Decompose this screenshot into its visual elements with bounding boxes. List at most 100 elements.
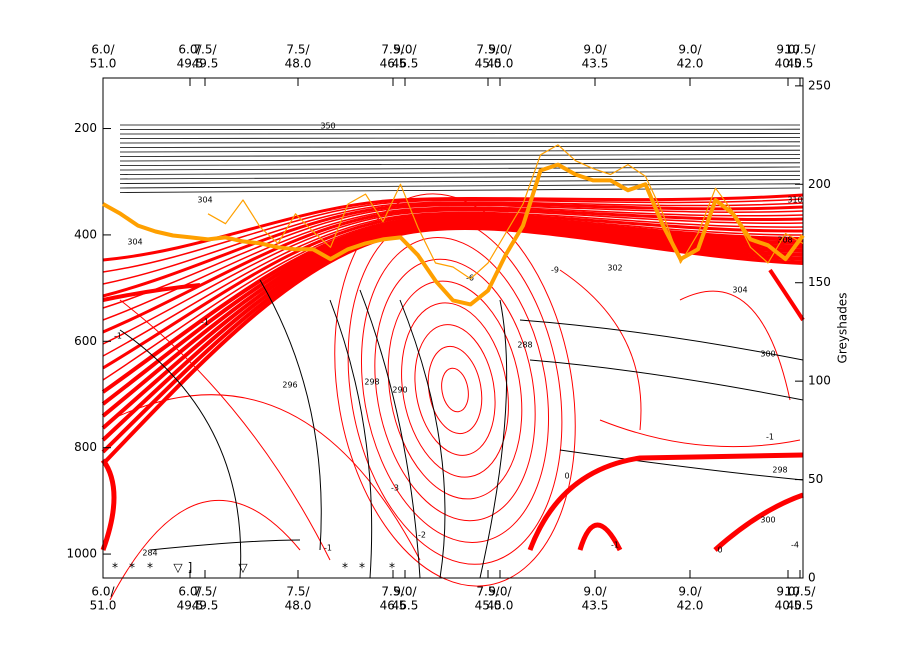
x-tick-label: 40.5 [787, 599, 814, 613]
contour-label: 298 [772, 466, 787, 475]
contour-line [109, 500, 301, 601]
contour-line [102, 209, 804, 345]
contour-line [109, 394, 421, 561]
contour-line [768, 268, 805, 322]
x-tick-label: 9.0/ [583, 585, 607, 599]
contour-line [599, 419, 801, 448]
contour-label: -9 [551, 266, 559, 275]
contour-line [441, 367, 469, 413]
x-tick-label: 45.0 [487, 57, 514, 71]
weather-symbol: ] [188, 561, 193, 575]
contour-line [713, 492, 804, 552]
contour-line [119, 162, 801, 166]
x-tick-label: 7.5/ [286, 585, 310, 599]
contour-label: -1 [766, 433, 774, 442]
x-tick-label: 42.0 [677, 599, 704, 613]
contour-line [360, 237, 550, 543]
x-tick-label: 49.5 [177, 599, 204, 613]
contour-line [519, 319, 804, 361]
contour-line [102, 202, 804, 298]
y-tick-label: 800 [74, 440, 97, 454]
x-tick-label: 9.0/ [678, 43, 702, 57]
contour-line [347, 215, 563, 565]
contour-line [119, 329, 242, 579]
contour-line [119, 187, 801, 193]
contour-label: 290 [392, 386, 407, 395]
weather-symbol: ▽ [173, 561, 183, 575]
x-tick-label: 40.5 [787, 57, 814, 71]
weather-symbol: * [389, 561, 395, 575]
contour-line [101, 222, 804, 442]
x-tick-label: 42.0 [677, 57, 704, 71]
contour-line [577, 522, 623, 552]
x-tick-label: 7.5/ [193, 43, 217, 57]
weather-symbol: * [147, 561, 153, 575]
x-tick-label: 9.0/ [393, 43, 417, 57]
x-tick-label: 7.5/ [476, 43, 500, 57]
y-tick-label: 200 [74, 121, 97, 135]
contour-label: 300 [760, 516, 775, 525]
data-line [207, 144, 804, 280]
x-tick-label: 49.5 [192, 57, 219, 71]
contour-label: 308 [777, 236, 792, 245]
contour-line [414, 324, 496, 456]
contour-line [119, 179, 801, 184]
x-tick-label: 6.0/ [91, 43, 115, 57]
contour-line [119, 154, 801, 157]
x-tick-label: 10.5/ [785, 585, 817, 599]
x-tick-label: 9.0/ [678, 585, 702, 599]
x-tick-label: 43.5 [582, 599, 609, 613]
contour-line [559, 269, 642, 431]
x-tick-label: 45.0 [487, 599, 514, 613]
contour-line [102, 206, 804, 321]
contour-line [119, 149, 801, 153]
x-tick-label: 51.0 [90, 57, 117, 71]
x-tick-label: 6.0/ [178, 585, 202, 599]
contour-label: 304 [197, 196, 212, 205]
contour-line [119, 137, 801, 139]
contour-label: -4 [791, 541, 799, 550]
x-tick-label: 7.5/ [286, 43, 310, 57]
x-tick-label: 48.0 [285, 599, 312, 613]
y2-tick-label: 150 [808, 275, 831, 289]
x-tick-label: 45.0 [475, 57, 502, 71]
contour-label: 350 [320, 122, 335, 131]
x-tick-label: 46.5 [380, 57, 407, 71]
contour-line [102, 283, 201, 302]
contour-line [527, 452, 804, 551]
contour-line [101, 225, 804, 466]
contour-line [479, 299, 508, 579]
x-tick-label: 45.0 [475, 599, 502, 613]
contour-line [119, 133, 801, 135]
contour-line [102, 201, 804, 285]
x-tick-label: 48.0 [285, 57, 312, 71]
x-tick-label: 9.0/ [776, 585, 800, 599]
y2-tick-label: 100 [808, 374, 831, 388]
x-tick-label: 10.5/ [785, 43, 817, 57]
contour-line [149, 539, 301, 551]
contour-line [399, 299, 446, 579]
contour-label: 284 [142, 549, 157, 558]
x-tick-label: 46.5 [392, 599, 419, 613]
x-tick-label: 6.0/ [91, 585, 115, 599]
y-tick-label: 400 [74, 227, 97, 241]
contour-label: -2 [418, 531, 426, 540]
plot-frame [102, 77, 804, 579]
contour-line [119, 166, 801, 171]
data-line [102, 162, 805, 307]
contour-line [529, 359, 804, 401]
contour-line [679, 290, 791, 401]
contour-label: 304 [732, 286, 747, 295]
weather-symbol: * [129, 561, 135, 575]
contour-line [329, 299, 373, 579]
x-tick-label: 46.5 [380, 599, 407, 613]
contour-label: 300 [760, 350, 775, 359]
contour-label: 296 [282, 381, 297, 390]
x-tick-label: 9.0/ [488, 585, 512, 599]
contour-line [374, 258, 536, 522]
contour-line [334, 193, 576, 587]
contour-line [259, 279, 322, 551]
y-tick-label: 1000 [66, 547, 97, 561]
contour-line [119, 158, 801, 162]
